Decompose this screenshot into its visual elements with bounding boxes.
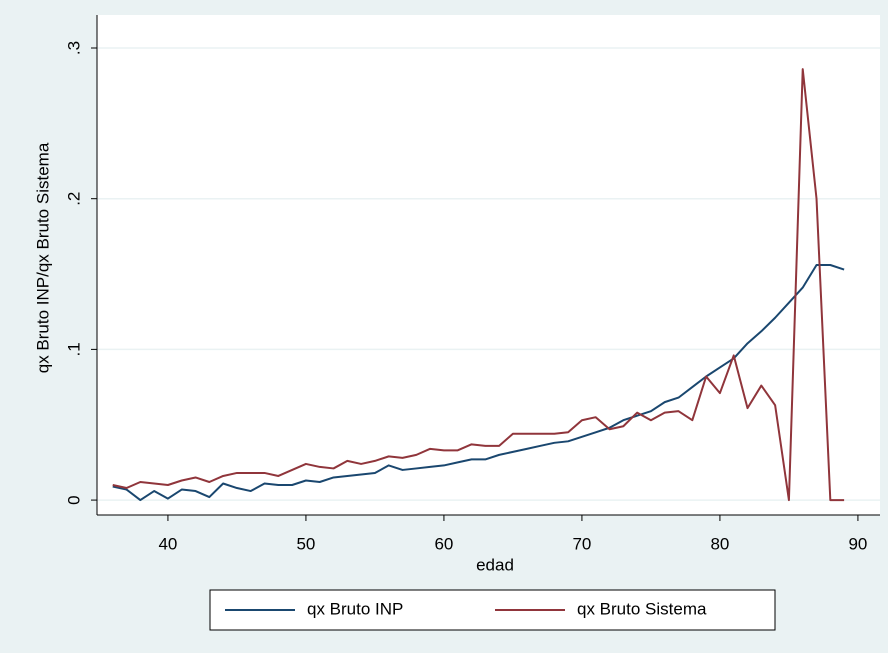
legend-label: qx Bruto INP — [307, 599, 403, 618]
x-axis-label: edad — [476, 555, 514, 574]
y-tick-label: .1 — [64, 342, 83, 356]
x-tick-label: 60 — [434, 534, 453, 553]
legend-label: qx Bruto Sistema — [577, 599, 707, 618]
x-tick-label: 90 — [848, 534, 867, 553]
y-axis-label: qx Bruto INP/qx Bruto Sistema — [33, 142, 52, 373]
legend-box — [209, 589, 776, 631]
y-tick-label: 0 — [64, 495, 83, 504]
x-tick-label: 80 — [710, 534, 729, 553]
y-tick-label: .3 — [64, 41, 83, 55]
x-tick-label: 40 — [158, 534, 177, 553]
data-line — [112, 68, 845, 502]
plot-area — [97, 15, 880, 515]
x-tick-label: 50 — [296, 534, 315, 553]
x-tick-label: 70 — [572, 534, 591, 553]
y-tick-label: .2 — [64, 192, 83, 206]
data-line — [112, 264, 845, 502]
